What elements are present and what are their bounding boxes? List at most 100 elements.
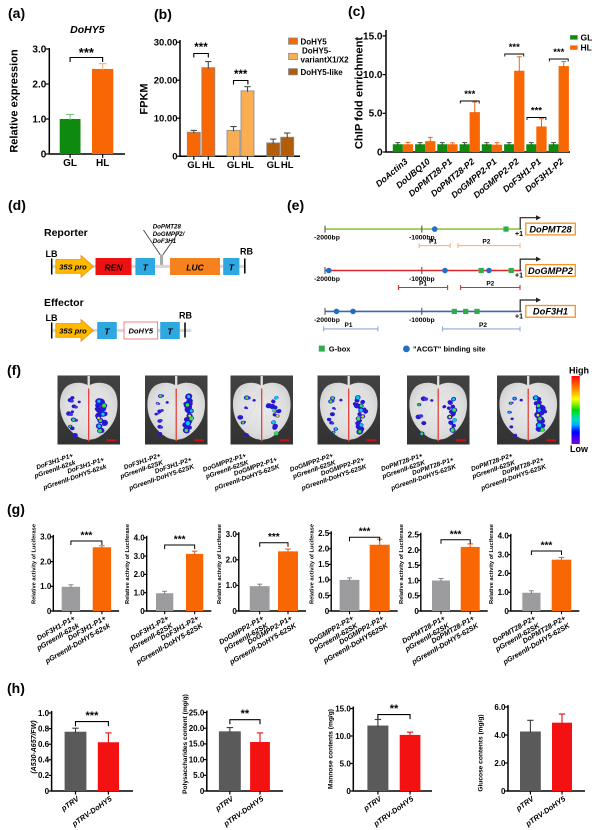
svg-text:-1000bp: -1000bp (409, 317, 435, 324)
svg-text:Relative activity of Luciferas: Relative activity of Luciferase (489, 524, 495, 604)
svg-text:0.4: 0.4 (38, 756, 50, 765)
svg-text:HL: HL (241, 160, 254, 171)
svg-text:***: *** (359, 527, 371, 538)
svg-text:15.0: 15.0 (189, 740, 205, 749)
svg-text:GL: GL (581, 32, 593, 42)
svg-text:ChIP fold enrichment: ChIP fold enrichment (354, 37, 366, 150)
svg-text:(g): (g) (7, 501, 25, 517)
svg-text:Relative expression: Relative expression (9, 49, 21, 153)
svg-text:2.0: 2.0 (408, 546, 420, 555)
svg-text:(a): (a) (8, 5, 25, 21)
svg-text:(e): (e) (287, 197, 304, 213)
svg-text:GL: GL (227, 160, 240, 171)
svg-text:0: 0 (501, 787, 506, 796)
svg-text:1.5: 1.5 (318, 560, 330, 569)
svg-text:35S pro: 35S pro (59, 327, 87, 336)
svg-text:0: 0 (172, 152, 177, 163)
svg-text:**: ** (241, 708, 250, 720)
svg-text:1.5: 1.5 (408, 561, 420, 570)
svg-text:GL: GL (267, 160, 280, 171)
svg-text:2.0: 2.0 (498, 569, 510, 578)
svg-text:***: *** (79, 45, 95, 60)
svg-text:10.0: 10.0 (335, 732, 351, 741)
svg-text:1.0: 1.0 (408, 576, 420, 585)
svg-text:-1000bp: -1000bp (409, 235, 435, 242)
svg-text:DoPMT28: DoPMT28 (529, 224, 572, 234)
svg-text:(d): (d) (8, 197, 26, 213)
svg-text:2.0: 2.0 (134, 570, 146, 579)
svg-text:FPKM: FPKM (139, 83, 151, 114)
svg-text:***: *** (464, 89, 475, 100)
svg-text:2.0: 2.0 (226, 556, 238, 565)
svg-text:P2: P2 (482, 239, 490, 246)
svg-text:Polysaccharides content (mg/g): Polysaccharides content (mg/g) (182, 694, 189, 794)
svg-text:HL: HL (202, 160, 215, 171)
svg-text:2.5: 2.5 (318, 529, 330, 538)
svg-text:1.0: 1.0 (38, 709, 50, 718)
svg-text:P1: P1 (429, 239, 437, 246)
svg-text:2.0: 2.0 (40, 557, 52, 566)
svg-text:5.0: 5.0 (369, 109, 383, 120)
svg-text:GL: GL (63, 158, 77, 169)
svg-text:3.0: 3.0 (40, 533, 52, 542)
svg-text:4.0: 4.0 (134, 534, 146, 543)
svg-text:35S pro: 35S pro (59, 263, 87, 272)
svg-text:***: *** (509, 42, 520, 53)
svg-text:P1: P1 (419, 281, 427, 288)
svg-text:DoHY5: DoHY5 (70, 24, 105, 36)
svg-text:Mannose contents (mg/g): Mannose contents (mg/g) (328, 709, 335, 789)
svg-text:0: 0 (325, 607, 330, 616)
svg-text:***: *** (234, 69, 248, 81)
svg-text:(b): (b) (154, 6, 172, 22)
svg-text:0: 0 (47, 607, 52, 616)
svg-text:***: *** (450, 529, 462, 540)
svg-text:0: 0 (377, 147, 383, 158)
svg-text:Relative activity of Luciferas: Relative activity of Luciferase (399, 524, 405, 604)
svg-text:20.0: 20.0 (189, 724, 205, 733)
svg-text:10.00: 10.00 (154, 114, 178, 125)
svg-text:4.0: 4.0 (494, 731, 506, 740)
svg-text:5.0: 5.0 (193, 771, 205, 780)
svg-text:2.0: 2.0 (32, 79, 46, 90)
svg-text:variantX1/X2: variantX1/X2 (301, 55, 350, 64)
svg-text:LUC: LUC (186, 262, 204, 272)
svg-text:0: 0 (232, 607, 237, 616)
svg-text:***: *** (86, 710, 100, 722)
svg-text:P1: P1 (345, 322, 353, 329)
svg-text:***: *** (531, 106, 542, 117)
svg-text:+1: +1 (515, 314, 523, 321)
svg-text:"ACGT" binding site: "ACGT" binding site (413, 345, 486, 354)
svg-text:10.0: 10.0 (189, 755, 205, 764)
svg-text:0: 0 (200, 787, 205, 796)
svg-text:1.0: 1.0 (498, 588, 510, 597)
svg-text:10.0: 10.0 (363, 70, 383, 81)
svg-text:2.5: 2.5 (408, 531, 420, 540)
svg-text:(f): (f) (7, 362, 21, 378)
svg-text:6.0: 6.0 (494, 703, 506, 712)
svg-text:LB: LB (46, 249, 58, 259)
svg-text:0.2: 0.2 (38, 771, 50, 780)
svg-text:0.5: 0.5 (408, 592, 420, 601)
svg-text:P2: P2 (486, 281, 494, 288)
svg-text:***: *** (174, 535, 186, 546)
svg-text:DoF3H1: DoF3H1 (533, 307, 568, 317)
svg-text:5.0: 5.0 (340, 759, 352, 768)
svg-text:4.0: 4.0 (498, 532, 510, 541)
svg-text:1.0: 1.0 (134, 589, 146, 598)
svg-text:-1000bp: -1000bp (409, 276, 435, 283)
svg-text:High: High (569, 366, 589, 376)
svg-text:***: *** (81, 531, 93, 542)
svg-text:3.0: 3.0 (134, 552, 146, 561)
svg-text:0: 0 (41, 149, 47, 160)
svg-text:Relative activity of Luciferas: Relative activity of Luciferase (125, 524, 131, 604)
svg-text:***: *** (553, 47, 564, 58)
svg-text:Low: Low (570, 444, 589, 454)
svg-text:20.00: 20.00 (154, 76, 178, 87)
svg-text:LB: LB (46, 313, 58, 323)
svg-text:0.6: 0.6 (38, 740, 50, 749)
svg-text:25.0: 25.0 (189, 708, 205, 717)
svg-text:HL: HL (281, 160, 294, 171)
svg-text:0: 0 (346, 787, 351, 796)
svg-text:2.0: 2.0 (318, 545, 330, 554)
svg-text:0: 0 (45, 787, 50, 796)
